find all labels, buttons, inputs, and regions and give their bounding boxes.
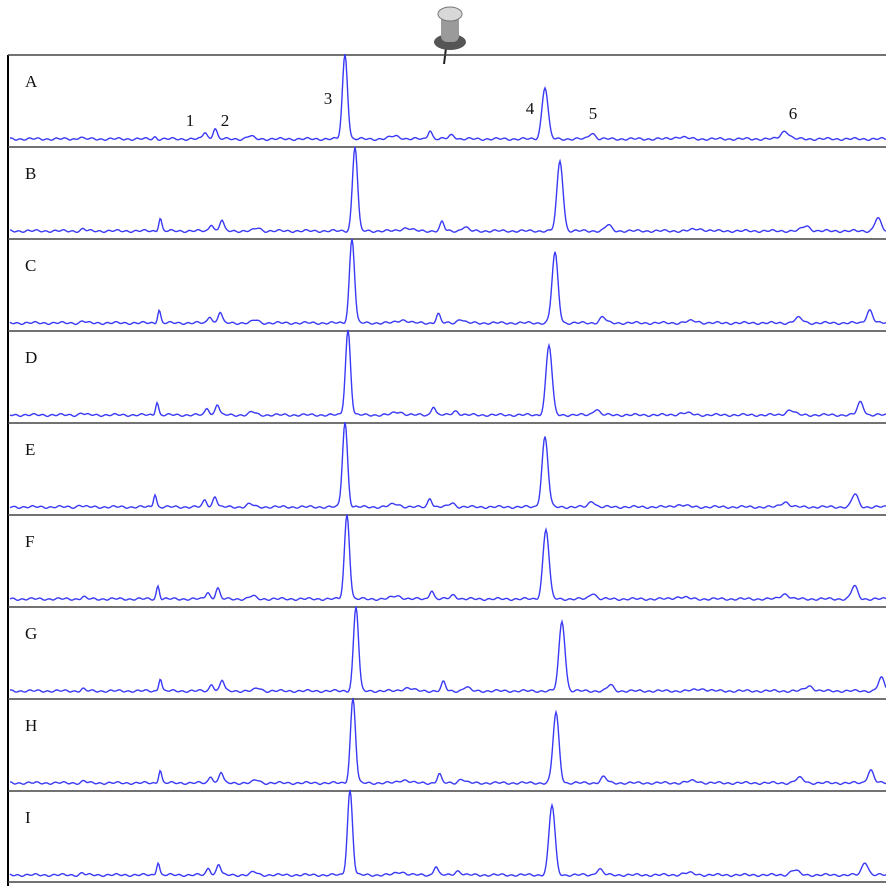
panel-label: A	[25, 72, 38, 91]
trace	[9, 421, 886, 510]
panel-label: E	[25, 440, 35, 459]
pushpin	[434, 6, 466, 65]
trace	[9, 697, 886, 786]
panel-label: G	[25, 624, 37, 643]
peak-label: 6	[789, 104, 798, 123]
trace	[9, 238, 886, 326]
peak-label: 3	[324, 89, 333, 108]
panel-label: I	[25, 808, 31, 827]
panel-label: H	[25, 716, 37, 735]
peak-label: 4	[526, 99, 535, 118]
panel-label: F	[25, 532, 34, 551]
peak-label: 5	[589, 104, 598, 123]
panel-label: B	[25, 164, 36, 183]
panel-label: C	[25, 256, 36, 275]
trace	[9, 789, 886, 878]
peak-label: 1	[186, 111, 195, 130]
trace	[9, 146, 886, 234]
panel-label: D	[25, 348, 37, 367]
trace	[9, 329, 886, 418]
trace	[9, 53, 886, 142]
trace	[9, 606, 886, 694]
peak-label: 2	[221, 111, 230, 130]
trace	[9, 514, 886, 602]
